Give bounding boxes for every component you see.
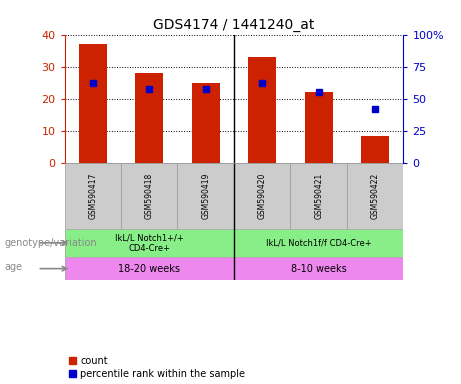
Text: GSM590420: GSM590420 bbox=[258, 173, 267, 219]
Bar bbox=[248, 57, 276, 163]
Text: age: age bbox=[5, 262, 23, 272]
Bar bbox=[347, 163, 403, 229]
Bar bbox=[65, 229, 234, 257]
Bar bbox=[234, 257, 403, 280]
Text: GSM590421: GSM590421 bbox=[314, 173, 323, 219]
Bar bbox=[234, 229, 403, 257]
Bar bbox=[65, 163, 121, 229]
Bar bbox=[79, 44, 107, 163]
Text: GSM590419: GSM590419 bbox=[201, 173, 210, 219]
Bar bbox=[121, 163, 177, 229]
Legend: count, percentile rank within the sample: count, percentile rank within the sample bbox=[70, 356, 245, 379]
Text: genotype/variation: genotype/variation bbox=[5, 238, 97, 248]
Bar bbox=[135, 73, 163, 163]
Text: 18-20 weeks: 18-20 weeks bbox=[118, 264, 180, 274]
Bar bbox=[192, 83, 220, 163]
Text: GSM590418: GSM590418 bbox=[145, 173, 154, 219]
Text: IkL/L Notch1f/f CD4-Cre+: IkL/L Notch1f/f CD4-Cre+ bbox=[266, 238, 372, 247]
Bar bbox=[361, 136, 389, 163]
Title: GDS4174 / 1441240_at: GDS4174 / 1441240_at bbox=[153, 18, 315, 32]
Bar bbox=[290, 163, 347, 229]
Text: IkL/L Notch1+/+
CD4-Cre+: IkL/L Notch1+/+ CD4-Cre+ bbox=[115, 233, 183, 253]
Text: GSM590422: GSM590422 bbox=[371, 173, 380, 219]
Text: GSM590417: GSM590417 bbox=[88, 173, 97, 219]
Bar bbox=[234, 163, 290, 229]
Bar bbox=[177, 163, 234, 229]
Bar bbox=[65, 257, 234, 280]
Text: 8-10 weeks: 8-10 weeks bbox=[291, 264, 347, 274]
Bar bbox=[305, 93, 333, 163]
